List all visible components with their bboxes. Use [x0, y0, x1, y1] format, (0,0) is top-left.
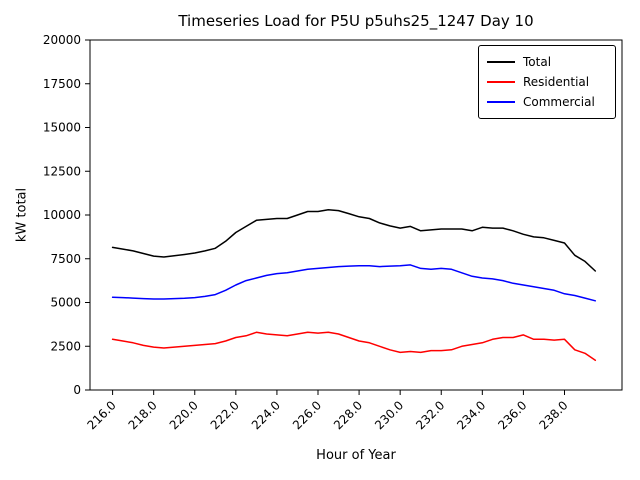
x-tick-label: 222.0	[208, 398, 242, 432]
legend-item-residential: Residential	[487, 72, 607, 92]
legend: Total Residential Commercial	[478, 45, 616, 119]
y-tick-label: 5000	[50, 296, 81, 310]
legend-label: Total	[523, 55, 552, 69]
series-line-residential	[111, 331, 597, 362]
x-tick-label: 228.0	[331, 398, 365, 432]
y-tick-label: 15000	[43, 121, 81, 135]
x-tick-label: 220.0	[167, 398, 201, 432]
y-tick-label: 10000	[43, 208, 81, 222]
legend-label: Commercial	[523, 95, 595, 109]
y-axis-label: kW total	[14, 187, 30, 243]
x-tick-label: 216.0	[85, 398, 119, 432]
x-tick-label: 224.0	[249, 398, 283, 432]
x-tick-label: 226.0	[290, 398, 324, 432]
y-tick-label: 17500	[43, 77, 81, 91]
legend-item-commercial: Commercial	[487, 92, 607, 112]
chart-title: Timeseries Load for P5U p5uhs25_1247 Day…	[178, 12, 534, 30]
legend-label: Residential	[523, 75, 590, 89]
x-tick-label: 232.0	[413, 398, 447, 432]
y-tick-label: 7500	[50, 252, 81, 266]
legend-line-swatch	[487, 61, 515, 63]
y-tick-label: 2500	[50, 339, 81, 353]
y-tick-label: 20000	[43, 33, 81, 47]
series-line-commercial	[111, 264, 597, 302]
x-tick-label: 236.0	[495, 398, 529, 432]
legend-line-swatch	[487, 101, 515, 103]
x-tick-label: 238.0	[536, 398, 570, 432]
legend-item-total: Total	[487, 52, 607, 72]
x-axis-label: Hour of Year	[316, 448, 396, 463]
x-tick-label: 234.0	[454, 398, 488, 432]
y-tick-label: 0	[73, 383, 81, 397]
x-tick-label: 218.0	[126, 398, 160, 432]
y-tick-label: 12500	[43, 164, 81, 178]
legend-line-swatch	[487, 81, 515, 83]
series-line-total	[111, 209, 597, 272]
x-tick-label: 230.0	[372, 398, 406, 432]
